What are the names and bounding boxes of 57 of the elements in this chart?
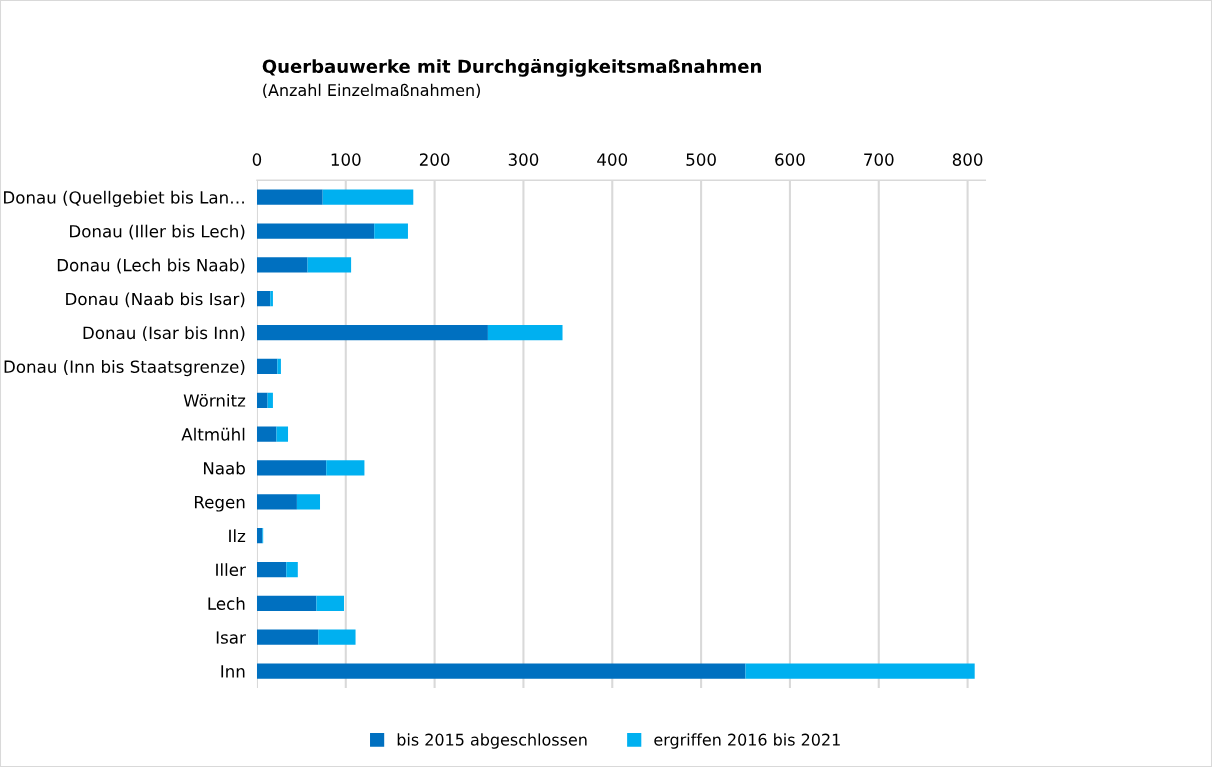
legend-label: bis 2015 abgeschlossen (397, 733, 587, 749)
bar (256, 595, 317, 611)
y-tick-label: Donau (Isar bis Inn) (83, 326, 245, 342)
x-tick-label: 0 (252, 153, 262, 166)
bar (256, 528, 263, 544)
bar (256, 629, 319, 645)
bar (256, 324, 488, 341)
bar (286, 561, 298, 578)
bar (256, 257, 308, 273)
bar (256, 223, 375, 239)
bar (267, 392, 273, 408)
bar (318, 629, 356, 645)
legend-label: ergriffen 2016 bis 2021 (654, 733, 840, 749)
y-tick-label: Isar (216, 631, 246, 644)
chart-subtitle: (Anzahl Einzelmaßnahmen) (263, 83, 480, 98)
bar (256, 663, 746, 679)
y-tick-label: Donau (Quellgebiet bis Lan… (4, 190, 244, 207)
y-tick-label: Altmühl (181, 427, 245, 441)
bar (322, 189, 414, 205)
bar (256, 494, 297, 510)
bar (256, 189, 323, 205)
x-tick-label: 500 (686, 153, 716, 166)
y-tick-label: Donau (Inn bis Staatsgrenze) (4, 360, 245, 377)
bar (256, 291, 271, 307)
y-tick-label: Donau (Lech bis Naab) (57, 258, 245, 274)
x-tick-label: 700 (864, 153, 894, 166)
y-tick-label: Regen (194, 496, 245, 512)
bar (326, 460, 365, 476)
bar (745, 663, 975, 679)
y-tick-label: Wörnitz (183, 393, 246, 407)
bar (256, 426, 277, 442)
y-tick-label: Inn (221, 665, 245, 678)
x-tick-label: 600 (775, 153, 805, 166)
bar (270, 291, 273, 307)
bar (374, 223, 408, 239)
x-tick-label: 200 (419, 153, 450, 166)
y-tick-label: Naab (203, 461, 245, 475)
y-tick-label: Lech (208, 597, 245, 610)
chart-title: Querbauwerke mit Durchgängigkeitsmaßnahmen (262, 58, 761, 77)
bar (256, 460, 327, 476)
bar (316, 595, 344, 611)
x-tick-label: 300 (508, 153, 539, 166)
y-tick-label: Donau (Iller bis Lech) (70, 224, 245, 240)
bar (276, 426, 289, 442)
bar (487, 324, 563, 341)
bar (307, 257, 352, 273)
x-tick-label: 800 (952, 153, 983, 166)
x-tick-label: 400 (597, 153, 628, 166)
bar (256, 561, 287, 578)
bar (296, 494, 321, 510)
y-tick-label: Iller (216, 563, 246, 577)
y-tick-label: Donau (Naab bis Isar) (66, 292, 245, 308)
y-tick-label: Ilz (229, 529, 246, 542)
bar (256, 358, 278, 375)
x-tick-label: 100 (331, 153, 361, 166)
bar (256, 392, 268, 408)
bar (277, 358, 281, 375)
